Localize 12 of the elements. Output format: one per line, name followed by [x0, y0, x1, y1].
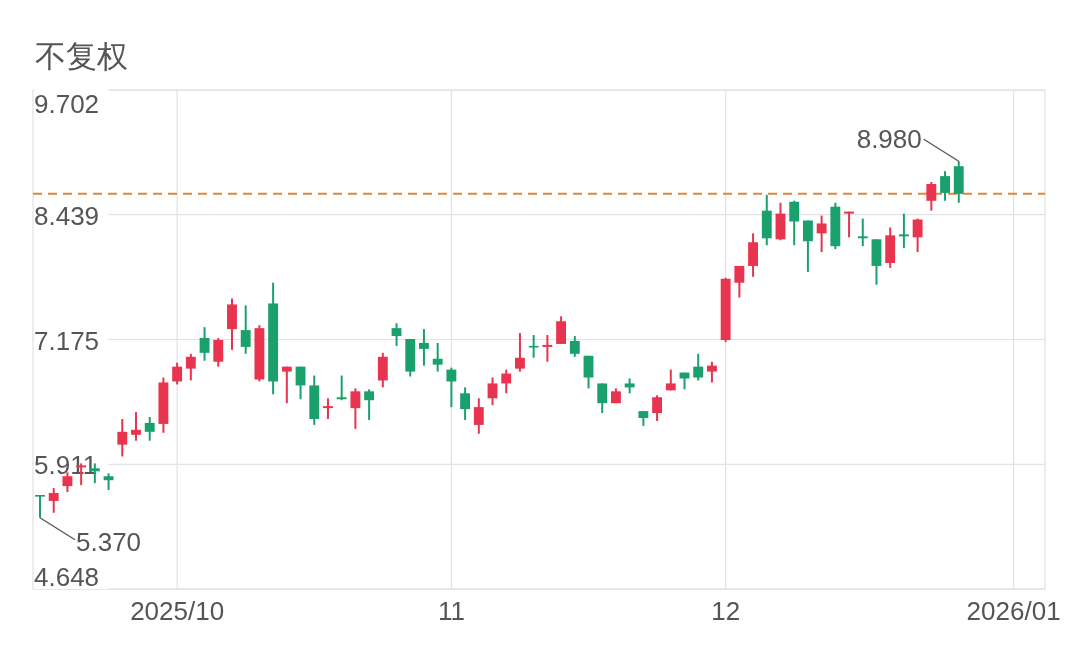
- x-tick-label: 12: [711, 596, 741, 626]
- y-tick-label: 7.175: [34, 325, 100, 356]
- annotation: 8.980: [856, 124, 922, 155]
- x-tick-label: 2025/10: [130, 596, 225, 626]
- y-tick-label: 4.648: [34, 562, 100, 592]
- chart-title: 不复权: [35, 39, 128, 74]
- x-tick-label: 2026/01: [966, 596, 1061, 626]
- y-tick-label: 8.439: [34, 200, 100, 231]
- y-tick-label: 9.702: [34, 89, 100, 119]
- x-tick-label: 11: [437, 596, 465, 626]
- annotation: 5.370: [76, 526, 142, 557]
- y-tick-label: 5.911: [34, 450, 98, 481]
